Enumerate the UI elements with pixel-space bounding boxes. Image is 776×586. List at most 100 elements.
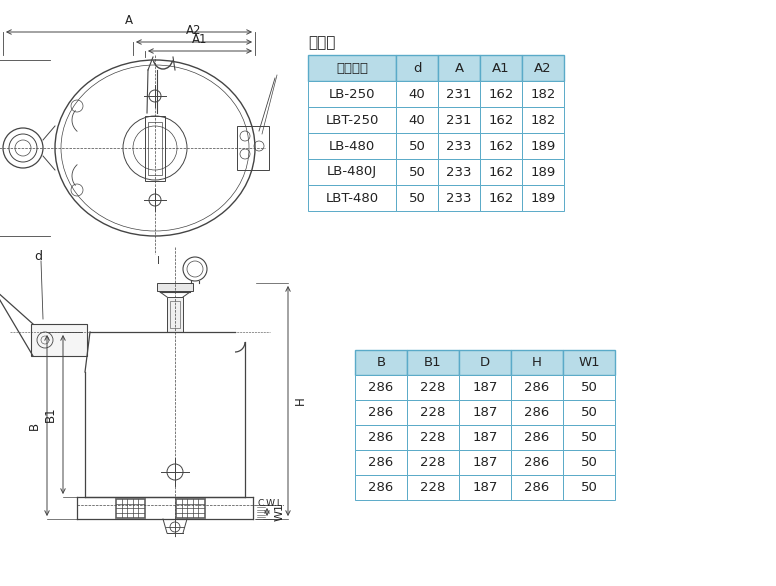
Bar (438, 107, 480, 133)
Text: W1: W1 (578, 356, 600, 369)
Text: 50: 50 (408, 192, 425, 205)
Bar (480, 133, 522, 159)
Bar (511, 450, 563, 475)
Text: 162: 162 (488, 139, 514, 152)
Text: 40: 40 (409, 114, 425, 127)
Bar (480, 185, 522, 211)
Bar (438, 81, 480, 107)
Text: 286: 286 (369, 481, 393, 494)
Text: 162: 162 (488, 192, 514, 205)
Text: A2: A2 (186, 24, 202, 37)
Bar (237, 126, 269, 170)
Bar (563, 450, 615, 475)
Bar (522, 81, 564, 107)
Text: 162: 162 (488, 165, 514, 179)
Text: 寸法表: 寸法表 (308, 35, 335, 50)
Bar (145, 115, 165, 180)
Bar (175, 498, 205, 518)
Text: 187: 187 (473, 381, 497, 394)
Bar (148, 121, 162, 175)
Text: I: I (157, 256, 160, 266)
Bar (438, 159, 480, 185)
Text: d: d (413, 62, 421, 74)
Bar (355, 350, 407, 375)
Text: 228: 228 (421, 381, 445, 394)
Text: 187: 187 (473, 456, 497, 469)
Text: 286: 286 (525, 456, 549, 469)
Text: 182: 182 (530, 87, 556, 101)
Text: 233: 233 (446, 139, 472, 152)
Bar (522, 133, 564, 159)
Bar (511, 400, 563, 425)
Bar (407, 350, 459, 375)
Text: 40: 40 (409, 87, 425, 101)
Text: 189: 189 (530, 139, 556, 152)
Text: 286: 286 (369, 431, 393, 444)
Text: 286: 286 (369, 456, 393, 469)
Text: 286: 286 (369, 406, 393, 419)
Text: 231: 231 (446, 114, 472, 127)
Text: 286: 286 (525, 406, 549, 419)
Text: LBT-480: LBT-480 (325, 192, 379, 205)
Bar (480, 159, 522, 185)
Bar (407, 400, 459, 425)
Bar (355, 450, 407, 475)
Text: 187: 187 (473, 431, 497, 444)
Bar (511, 425, 563, 450)
Text: 50: 50 (580, 381, 598, 394)
Text: d: d (34, 250, 42, 264)
Text: 286: 286 (525, 431, 549, 444)
Text: D: D (480, 356, 490, 369)
Bar (563, 400, 615, 425)
Bar (511, 475, 563, 500)
Bar (459, 375, 511, 400)
Bar (511, 375, 563, 400)
Text: 228: 228 (421, 456, 445, 469)
Text: LBT-250: LBT-250 (325, 114, 379, 127)
Text: 286: 286 (525, 481, 549, 494)
Bar (396, 81, 438, 107)
Text: 187: 187 (473, 481, 497, 494)
Text: A1: A1 (492, 62, 510, 74)
Text: 型　　式: 型 式 (336, 62, 368, 74)
Bar (407, 425, 459, 450)
Bar (522, 159, 564, 185)
Bar (157, 283, 193, 291)
Bar (438, 185, 480, 211)
Bar (396, 133, 438, 159)
Text: LB-480J: LB-480J (327, 165, 377, 179)
Bar (396, 159, 438, 185)
Text: 162: 162 (488, 114, 514, 127)
Text: 286: 286 (369, 381, 393, 394)
Bar (355, 475, 407, 500)
Text: 228: 228 (421, 406, 445, 419)
Bar (480, 81, 522, 107)
Text: 50: 50 (408, 139, 425, 152)
Bar (563, 475, 615, 500)
Bar (355, 425, 407, 450)
Text: B: B (376, 356, 386, 369)
Text: 231: 231 (446, 87, 472, 101)
Text: 50: 50 (408, 165, 425, 179)
Bar (407, 375, 459, 400)
Bar (308, 55, 396, 81)
Bar (115, 498, 145, 518)
Bar (407, 450, 459, 475)
Text: 228: 228 (421, 481, 445, 494)
Bar (563, 375, 615, 400)
Text: H: H (532, 356, 542, 369)
Bar (459, 475, 511, 500)
Bar (459, 425, 511, 450)
Bar (355, 400, 407, 425)
Bar (522, 185, 564, 211)
Bar (438, 133, 480, 159)
Bar (167, 297, 183, 332)
Bar (170, 301, 180, 328)
Bar (522, 107, 564, 133)
Bar (511, 350, 563, 375)
Text: B1: B1 (44, 407, 57, 423)
Text: H: H (294, 397, 307, 406)
Bar (522, 55, 564, 81)
Text: 50: 50 (580, 431, 598, 444)
Bar (563, 350, 615, 375)
